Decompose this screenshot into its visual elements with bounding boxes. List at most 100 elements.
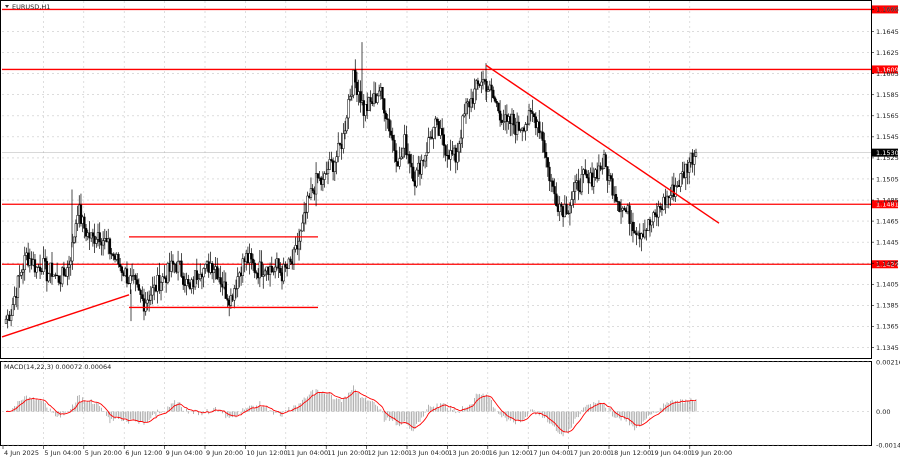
candle-body xyxy=(187,279,190,284)
candle-body xyxy=(568,205,572,214)
time-tick-label: 4 Jun 2025 xyxy=(4,449,39,457)
candle-body xyxy=(4,318,8,324)
candle-body xyxy=(44,258,47,262)
candle-body xyxy=(548,166,551,182)
candle-body xyxy=(352,69,355,96)
candle-body xyxy=(118,263,122,268)
candle-body xyxy=(415,169,418,187)
candle-body xyxy=(577,180,580,191)
candle-body xyxy=(570,199,573,206)
candle-body xyxy=(224,281,227,299)
candle-body xyxy=(234,288,238,290)
candle-body xyxy=(333,161,336,172)
candle-body xyxy=(653,212,657,215)
candle-body xyxy=(541,131,544,141)
candle-body xyxy=(597,165,601,179)
level-price-label: 1.1609 xyxy=(876,66,899,74)
candle-body xyxy=(66,267,69,277)
macd-tick-label: -0.00146 xyxy=(876,441,900,449)
candle-body xyxy=(435,118,439,122)
candle-body xyxy=(585,173,589,178)
candle-body xyxy=(480,81,483,86)
candle-body xyxy=(74,223,78,238)
candle-body xyxy=(449,150,452,160)
candle-body xyxy=(544,152,548,158)
time-tick-label: 9 Jun 20:00 xyxy=(206,449,243,457)
candle-body xyxy=(84,228,88,237)
candle-body xyxy=(497,102,500,112)
candle-body xyxy=(79,204,83,224)
candle-body xyxy=(325,173,328,175)
candle-body xyxy=(112,253,115,257)
candle-body xyxy=(35,267,38,273)
candle-body xyxy=(284,264,287,268)
candle-body xyxy=(216,266,219,280)
level-price-badge xyxy=(872,200,898,209)
candle-body xyxy=(139,289,142,295)
candle-body xyxy=(604,154,607,167)
candle-body xyxy=(401,147,405,158)
candle-body xyxy=(490,84,493,91)
candles-group xyxy=(4,42,698,329)
macd-signal-line xyxy=(5,390,697,433)
candle-body xyxy=(233,288,236,301)
candle-body xyxy=(500,119,503,123)
candle-body xyxy=(567,212,570,214)
price-tick-label: 1.1445 xyxy=(876,238,899,246)
price-tick-label: 1.1605 xyxy=(876,70,899,78)
candle-body xyxy=(328,159,331,170)
candle-body xyxy=(62,267,66,276)
price-tick-label: 1.1645 xyxy=(876,28,899,36)
candle-body xyxy=(492,89,495,98)
candle-body xyxy=(23,255,26,271)
candle-body xyxy=(137,284,141,291)
candle-body xyxy=(665,195,669,205)
macd-histogram xyxy=(5,385,697,437)
candle-body xyxy=(337,143,340,158)
candle-body xyxy=(614,194,618,202)
candle-body xyxy=(623,207,626,211)
candle-body xyxy=(376,95,379,103)
candle-body xyxy=(538,121,541,134)
candle-body xyxy=(369,97,372,102)
candle-body xyxy=(383,98,386,114)
dropdown-triangle-icon[interactable] xyxy=(5,5,9,8)
candle-body xyxy=(274,266,277,272)
candle-body xyxy=(688,162,691,173)
level-price-label: 1.1666 xyxy=(876,6,899,14)
candle-body xyxy=(20,272,23,276)
candle-body xyxy=(69,260,72,265)
time-tick-label: 16 Jun 12:00 xyxy=(489,449,530,457)
candle-body xyxy=(270,265,273,272)
candle-body xyxy=(456,151,459,163)
current-price-badge xyxy=(872,148,898,157)
candle-body xyxy=(67,264,71,268)
time-tick-label: 11 Jun 20:00 xyxy=(327,449,368,457)
time-tick-label: 18 Jun 12:00 xyxy=(610,449,651,457)
candle-body xyxy=(120,266,124,273)
candle-body xyxy=(359,91,362,103)
candle-body xyxy=(42,258,45,272)
candle-body xyxy=(182,276,185,285)
candle-body xyxy=(314,173,318,195)
candle-body xyxy=(386,118,389,120)
candle-body xyxy=(400,156,403,159)
candle-body xyxy=(543,140,546,153)
candle-body xyxy=(408,154,411,164)
candle-body xyxy=(323,173,326,180)
candle-body xyxy=(95,239,98,244)
price-tick-label: 1.1585 xyxy=(876,91,899,99)
price-tick-label: 1.1465 xyxy=(876,217,899,225)
candle-body xyxy=(297,240,301,250)
time-tick-label: 5 Jun 20:00 xyxy=(85,449,122,457)
candle-body xyxy=(601,168,604,170)
candle-body xyxy=(262,274,265,277)
candle-body xyxy=(555,193,558,206)
candle-body xyxy=(398,158,401,167)
candle-body xyxy=(355,81,359,96)
candle-body xyxy=(161,276,164,283)
candle-body xyxy=(495,100,498,104)
candle-body xyxy=(57,275,60,283)
candle-body xyxy=(301,222,304,232)
candle-body xyxy=(83,216,86,229)
